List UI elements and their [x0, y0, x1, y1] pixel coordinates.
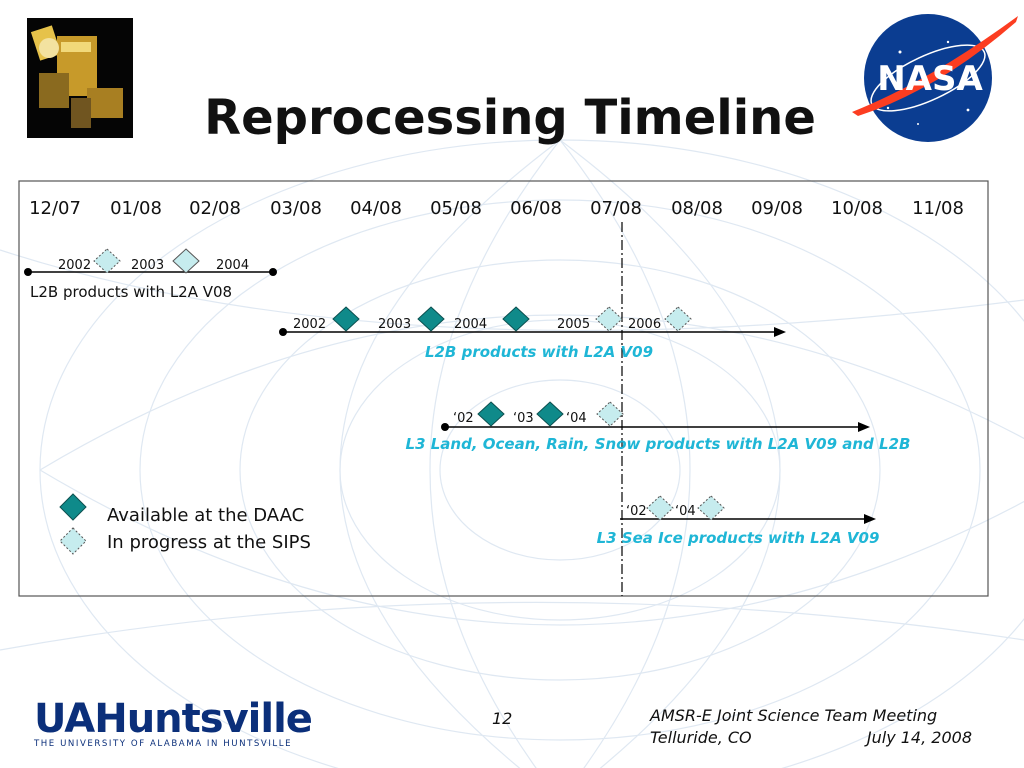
track-l2b-v09: 2002 2003 2004 2005 2006 L2B products wi… [279, 306, 786, 361]
in-progress-diamond [595, 306, 623, 332]
month-label: 11/08 [912, 198, 964, 219]
timeline-frame [18, 180, 989, 597]
marker-label: 2006 [628, 317, 661, 332]
in-progress-diamond [664, 306, 692, 332]
meeting-location: Telluride, CO [650, 728, 752, 747]
marker-label: 2002 [58, 258, 91, 273]
available-diamond [477, 401, 505, 427]
marker-label: ‘04 [675, 504, 696, 519]
track-label: L2B products with L2A V09 [425, 343, 653, 361]
legend-label: Available at the DAAC [107, 505, 304, 526]
track-end-dot [269, 268, 277, 276]
legend-label: In progress at the SIPS [107, 532, 311, 553]
marker-label: ‘04 [566, 411, 587, 426]
month-label: 12/07 [29, 198, 81, 219]
marker-label: ‘03 [513, 411, 534, 426]
marker-label: 2002 [293, 317, 326, 332]
in-progress-diamond [596, 401, 624, 427]
slide-title: Reprocessing Timeline [204, 90, 816, 147]
month-label: 04/08 [350, 198, 402, 219]
footer-meeting-info: AMSR-E Joint Science Team Meeting Tellur… [650, 706, 972, 747]
marker-label: 2005 [557, 317, 590, 332]
month-label: 02/08 [189, 198, 241, 219]
in-progress-diamond [646, 495, 674, 521]
track-l3-land-ocean: ‘02 ‘03 ‘04 L3 Land, Ocean, Rain, Snow p… [406, 401, 911, 453]
arrow-head [774, 327, 786, 337]
uah-logo-subtitle: THE UNIVERSITY OF ALABAMA IN HUNTSVILLE [34, 739, 293, 749]
marker-label: 2003 [131, 258, 164, 273]
legend-available-diamond [59, 493, 87, 521]
track-start-dot [279, 328, 287, 336]
svg-text:NASA: NASA [877, 59, 983, 99]
available-diamond [536, 401, 564, 427]
meeting-date: July 14, 2008 [866, 728, 972, 747]
satellite-image [27, 18, 133, 138]
marker-label: ‘02 [453, 411, 474, 426]
month-label: 10/08 [831, 198, 883, 219]
marker-label: 2004 [454, 317, 487, 332]
marker-label: ‘02 [626, 504, 647, 519]
arrow-head [864, 514, 876, 524]
track-label: L2B products with L2A V08 [30, 283, 232, 301]
track-start-dot [441, 423, 449, 431]
marker-label: 2003 [378, 317, 411, 332]
month-label: 06/08 [510, 198, 562, 219]
legend-in-progress-diamond [59, 527, 87, 555]
available-diamond [332, 306, 360, 332]
month-label: 07/08 [590, 198, 642, 219]
available-diamond [502, 306, 530, 332]
available-diamond [417, 306, 445, 332]
in-progress-diamond [697, 495, 725, 521]
month-label: 08/08 [671, 198, 723, 219]
legend: Available at the DAAC In progress at the… [59, 493, 311, 555]
track-label: L3 Sea Ice products with L2A V09 [597, 529, 880, 547]
page-number: 12 [492, 709, 513, 728]
marker-label: 2004 [216, 258, 249, 273]
track-label: L3 Land, Ocean, Rain, Snow products with… [406, 435, 911, 453]
track-start-dot [24, 268, 32, 276]
in-progress-diamond [172, 248, 200, 274]
arrow-head [858, 422, 870, 432]
uah-logo: UAHuntsville THE UNIVERSITY OF ALABAMA I… [34, 696, 313, 749]
track-l2b-v08: 2002 2003 2004 L2B products with L2A V08 [24, 248, 277, 301]
track-l3-sea-ice: ‘02 ‘04 L3 Sea Ice products with L2A V09 [597, 495, 880, 547]
month-axis: 12/07 01/08 02/08 03/08 04/08 05/08 06/0… [29, 198, 964, 219]
nasa-logo: NASA [852, 14, 1018, 142]
month-label: 05/08 [430, 198, 482, 219]
meeting-name: AMSR-E Joint Science Team Meeting [650, 706, 938, 725]
month-label: 09/08 [751, 198, 803, 219]
uah-logo-wordmark: UAHuntsville [34, 696, 313, 742]
month-label: 01/08 [110, 198, 162, 219]
month-label: 03/08 [270, 198, 322, 219]
in-progress-diamond [93, 248, 121, 274]
